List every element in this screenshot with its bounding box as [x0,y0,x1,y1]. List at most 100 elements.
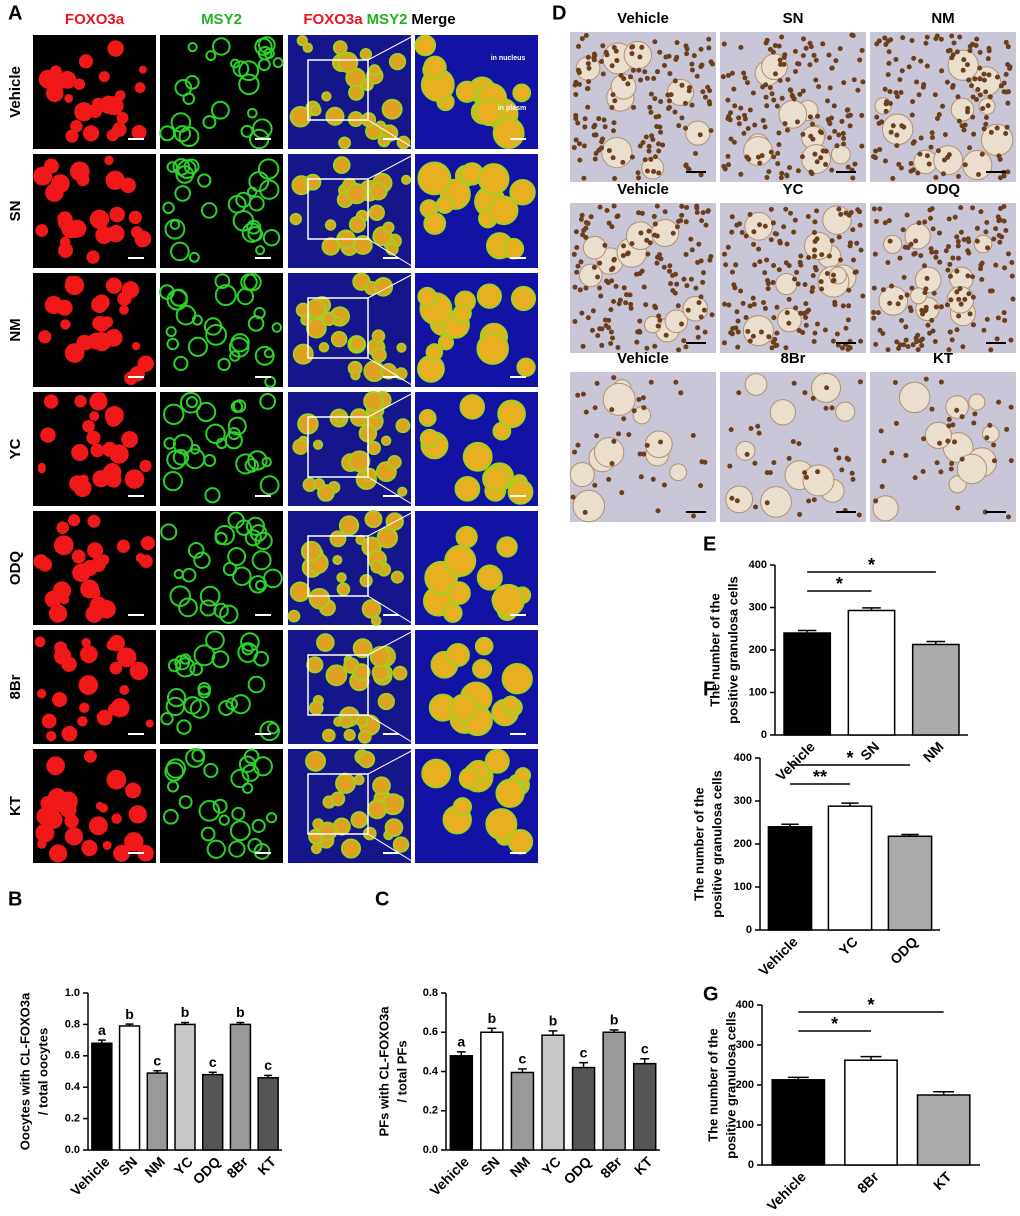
cell [332,156,351,174]
granulosa-cell [834,143,840,149]
cell [107,224,125,243]
granulosa-cell [1003,130,1009,136]
granulosa-cell [597,285,603,291]
granulosa-cell [595,333,601,339]
cell [49,844,68,863]
granulosa-cell [772,336,778,342]
x-tick-label: ODQ [560,1153,594,1187]
granulosa-cell [636,67,642,73]
granulosa-cell [830,338,836,344]
cell [178,126,200,148]
cell [48,604,68,623]
granulosa-cell [668,92,674,98]
granulosa-cell [810,395,816,401]
granulosa-cell [616,301,622,307]
granulosa-cell [844,455,850,461]
granulosa-cell [585,104,591,110]
granulosa-cell [1001,310,1007,316]
granulosa-cell [812,253,818,259]
granulosa-cell [803,315,809,321]
cell [350,369,361,381]
granulosa-cell [983,229,989,235]
granulosa-cell [662,209,668,215]
granulosa-cell [937,259,943,265]
granulosa-cell [969,83,975,89]
cell [484,748,510,774]
granulosa-cell [674,40,680,46]
granulosa-cell [975,172,981,178]
cell [359,574,373,588]
granulosa-cell [824,385,830,391]
granulosa-cell [974,238,980,244]
granulosa-cell [738,105,744,111]
oocyte [835,401,856,422]
granulosa-cell [769,91,775,97]
granulosa-cell [871,315,877,321]
granulosa-cell [733,325,739,331]
cell [57,242,74,258]
granulosa-cell [956,118,962,124]
granulosa-cell [873,498,879,504]
cell [36,689,47,699]
granulosa-cell [924,153,930,159]
granulosa-cell [839,118,845,124]
granulosa-cell [975,87,981,93]
granulosa-cell [811,230,817,236]
oocyte [973,234,993,254]
oocyte [947,49,979,81]
granulosa-cell [629,51,635,57]
granulosa-cell [802,390,808,396]
granulosa-cell [729,495,735,501]
granulosa-cell [989,288,995,294]
granulosa-cell [774,342,780,348]
granulosa-cell [893,57,899,63]
granulosa-cell [616,431,622,437]
cell [86,250,100,264]
granulosa-cell [721,340,727,346]
granulosa-cell [621,243,627,249]
granulosa-cell [611,375,617,381]
granulosa-cell [845,317,851,323]
cell [336,51,359,74]
granulosa-cell [652,96,658,102]
cell [343,728,356,742]
cell [183,158,200,175]
granulosa-cell [912,475,918,481]
granulosa-cell [647,104,653,110]
granulosa-cell [981,126,987,132]
granulosa-cell [908,168,914,174]
annotation: in nucleus [491,55,526,62]
granulosa-cell [783,345,789,351]
value-annotation: a [98,1022,106,1038]
cell [324,219,337,231]
granulosa-cell [970,322,976,328]
oocyte [669,463,688,482]
granulosa-cell [812,247,818,253]
granulosa-cell [661,264,667,270]
bar [229,1023,252,1151]
cell [292,438,309,455]
granulosa-cell [744,451,750,457]
granulosa-cell [1009,273,1015,279]
cell [162,808,179,825]
granulosa-cell [605,280,611,286]
granulosa-cell [722,166,728,172]
granulosa-cell [731,139,737,145]
zoom-box [307,416,369,478]
cell [501,695,520,714]
granulosa-cell [638,230,644,236]
granulosa-cell [806,254,812,260]
granulosa-cell [798,310,804,316]
granulosa-cell [694,209,700,215]
granulosa-cell [695,325,701,331]
granulosa-cell [683,163,689,169]
granulosa-cell [636,175,642,181]
granulosa-cell [977,65,983,71]
granulosa-cell [954,289,960,295]
granulosa-cell [765,286,771,292]
granulosa-cell [964,62,970,68]
granulosa-cell [816,84,822,90]
granulosa-cell [841,141,847,147]
granulosa-cell [570,494,576,500]
granulosa-cell [810,285,816,291]
